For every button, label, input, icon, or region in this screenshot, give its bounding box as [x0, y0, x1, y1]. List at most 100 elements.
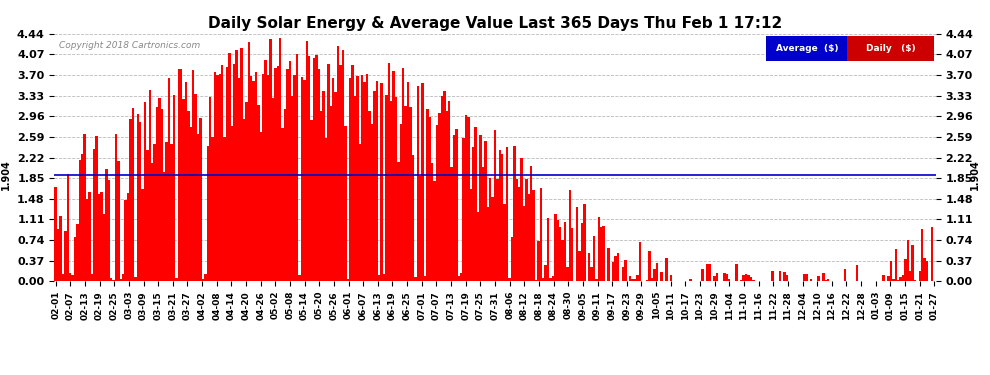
Bar — [882, 275, 885, 281]
Bar — [472, 147, 474, 281]
Bar — [330, 106, 332, 281]
Bar — [214, 72, 216, 281]
Bar — [595, 279, 598, 281]
Bar — [632, 279, 634, 281]
Bar — [390, 101, 392, 281]
Bar — [328, 64, 330, 281]
Bar — [414, 277, 417, 281]
Bar — [281, 128, 284, 281]
Bar — [914, 280, 916, 281]
Bar — [209, 96, 211, 281]
Bar — [843, 269, 846, 281]
Bar — [262, 74, 264, 281]
Bar — [168, 78, 170, 281]
Bar — [301, 76, 303, 281]
Bar — [187, 111, 190, 281]
Bar — [233, 64, 236, 281]
Bar — [494, 130, 496, 281]
Bar — [383, 274, 385, 281]
Bar — [540, 189, 543, 281]
Bar — [450, 167, 452, 281]
Bar — [634, 279, 637, 281]
Bar — [518, 188, 521, 281]
Bar — [650, 278, 653, 281]
Bar — [340, 65, 342, 281]
Bar — [332, 78, 335, 281]
Bar — [504, 204, 506, 281]
Bar — [170, 144, 172, 281]
Bar — [590, 267, 593, 281]
Bar — [313, 58, 315, 281]
Bar — [236, 50, 238, 281]
Bar — [439, 113, 441, 281]
Bar — [108, 180, 110, 281]
Bar — [444, 92, 446, 281]
Bar — [771, 272, 774, 281]
Bar — [177, 69, 180, 281]
Bar — [637, 275, 639, 281]
Bar — [508, 278, 511, 281]
Bar — [289, 61, 291, 281]
Bar — [600, 227, 603, 281]
Bar — [88, 192, 91, 281]
Bar — [525, 179, 528, 281]
Bar — [241, 48, 243, 281]
Bar — [264, 60, 267, 281]
Text: 1.904: 1.904 — [1, 160, 11, 190]
Bar — [252, 81, 254, 281]
Bar — [436, 124, 439, 281]
Bar — [455, 129, 457, 281]
Bar — [363, 82, 366, 281]
Bar — [284, 109, 286, 281]
Bar — [110, 278, 113, 281]
Bar — [593, 236, 595, 281]
Bar — [91, 274, 93, 281]
Bar — [779, 270, 781, 281]
Bar — [211, 137, 214, 281]
Bar — [117, 161, 120, 281]
Text: Average  ($): Average ($) — [775, 44, 839, 53]
Bar — [160, 109, 163, 281]
Bar — [427, 109, 429, 281]
Bar — [246, 102, 248, 281]
Bar — [407, 82, 409, 281]
Bar — [180, 69, 182, 281]
Bar — [348, 78, 351, 281]
Bar — [624, 260, 627, 281]
Bar — [447, 101, 450, 281]
Bar — [219, 74, 221, 281]
Bar — [546, 218, 549, 281]
Bar — [148, 90, 151, 281]
Bar — [747, 275, 749, 281]
Bar — [856, 266, 858, 281]
Bar — [907, 240, 909, 281]
Bar — [83, 134, 86, 281]
Bar — [356, 76, 358, 281]
Bar — [568, 190, 571, 281]
Bar — [130, 119, 132, 281]
Bar — [513, 146, 516, 281]
Bar — [76, 225, 78, 281]
Bar — [479, 135, 482, 281]
Bar — [409, 106, 412, 281]
Bar — [810, 279, 813, 281]
Bar — [752, 280, 754, 281]
Bar — [402, 68, 405, 281]
Bar — [655, 262, 658, 281]
Bar — [204, 274, 207, 281]
Bar — [345, 126, 346, 281]
Bar — [749, 278, 752, 281]
Bar — [912, 244, 914, 281]
Bar — [229, 53, 231, 281]
Bar — [742, 275, 744, 281]
Bar — [723, 273, 726, 281]
Bar — [296, 54, 298, 281]
Bar — [617, 253, 620, 281]
Bar — [822, 273, 825, 281]
Bar — [559, 226, 561, 281]
Bar — [467, 117, 469, 281]
Bar — [400, 124, 402, 281]
Bar — [192, 70, 194, 281]
Bar — [489, 178, 491, 281]
Bar — [491, 198, 494, 281]
